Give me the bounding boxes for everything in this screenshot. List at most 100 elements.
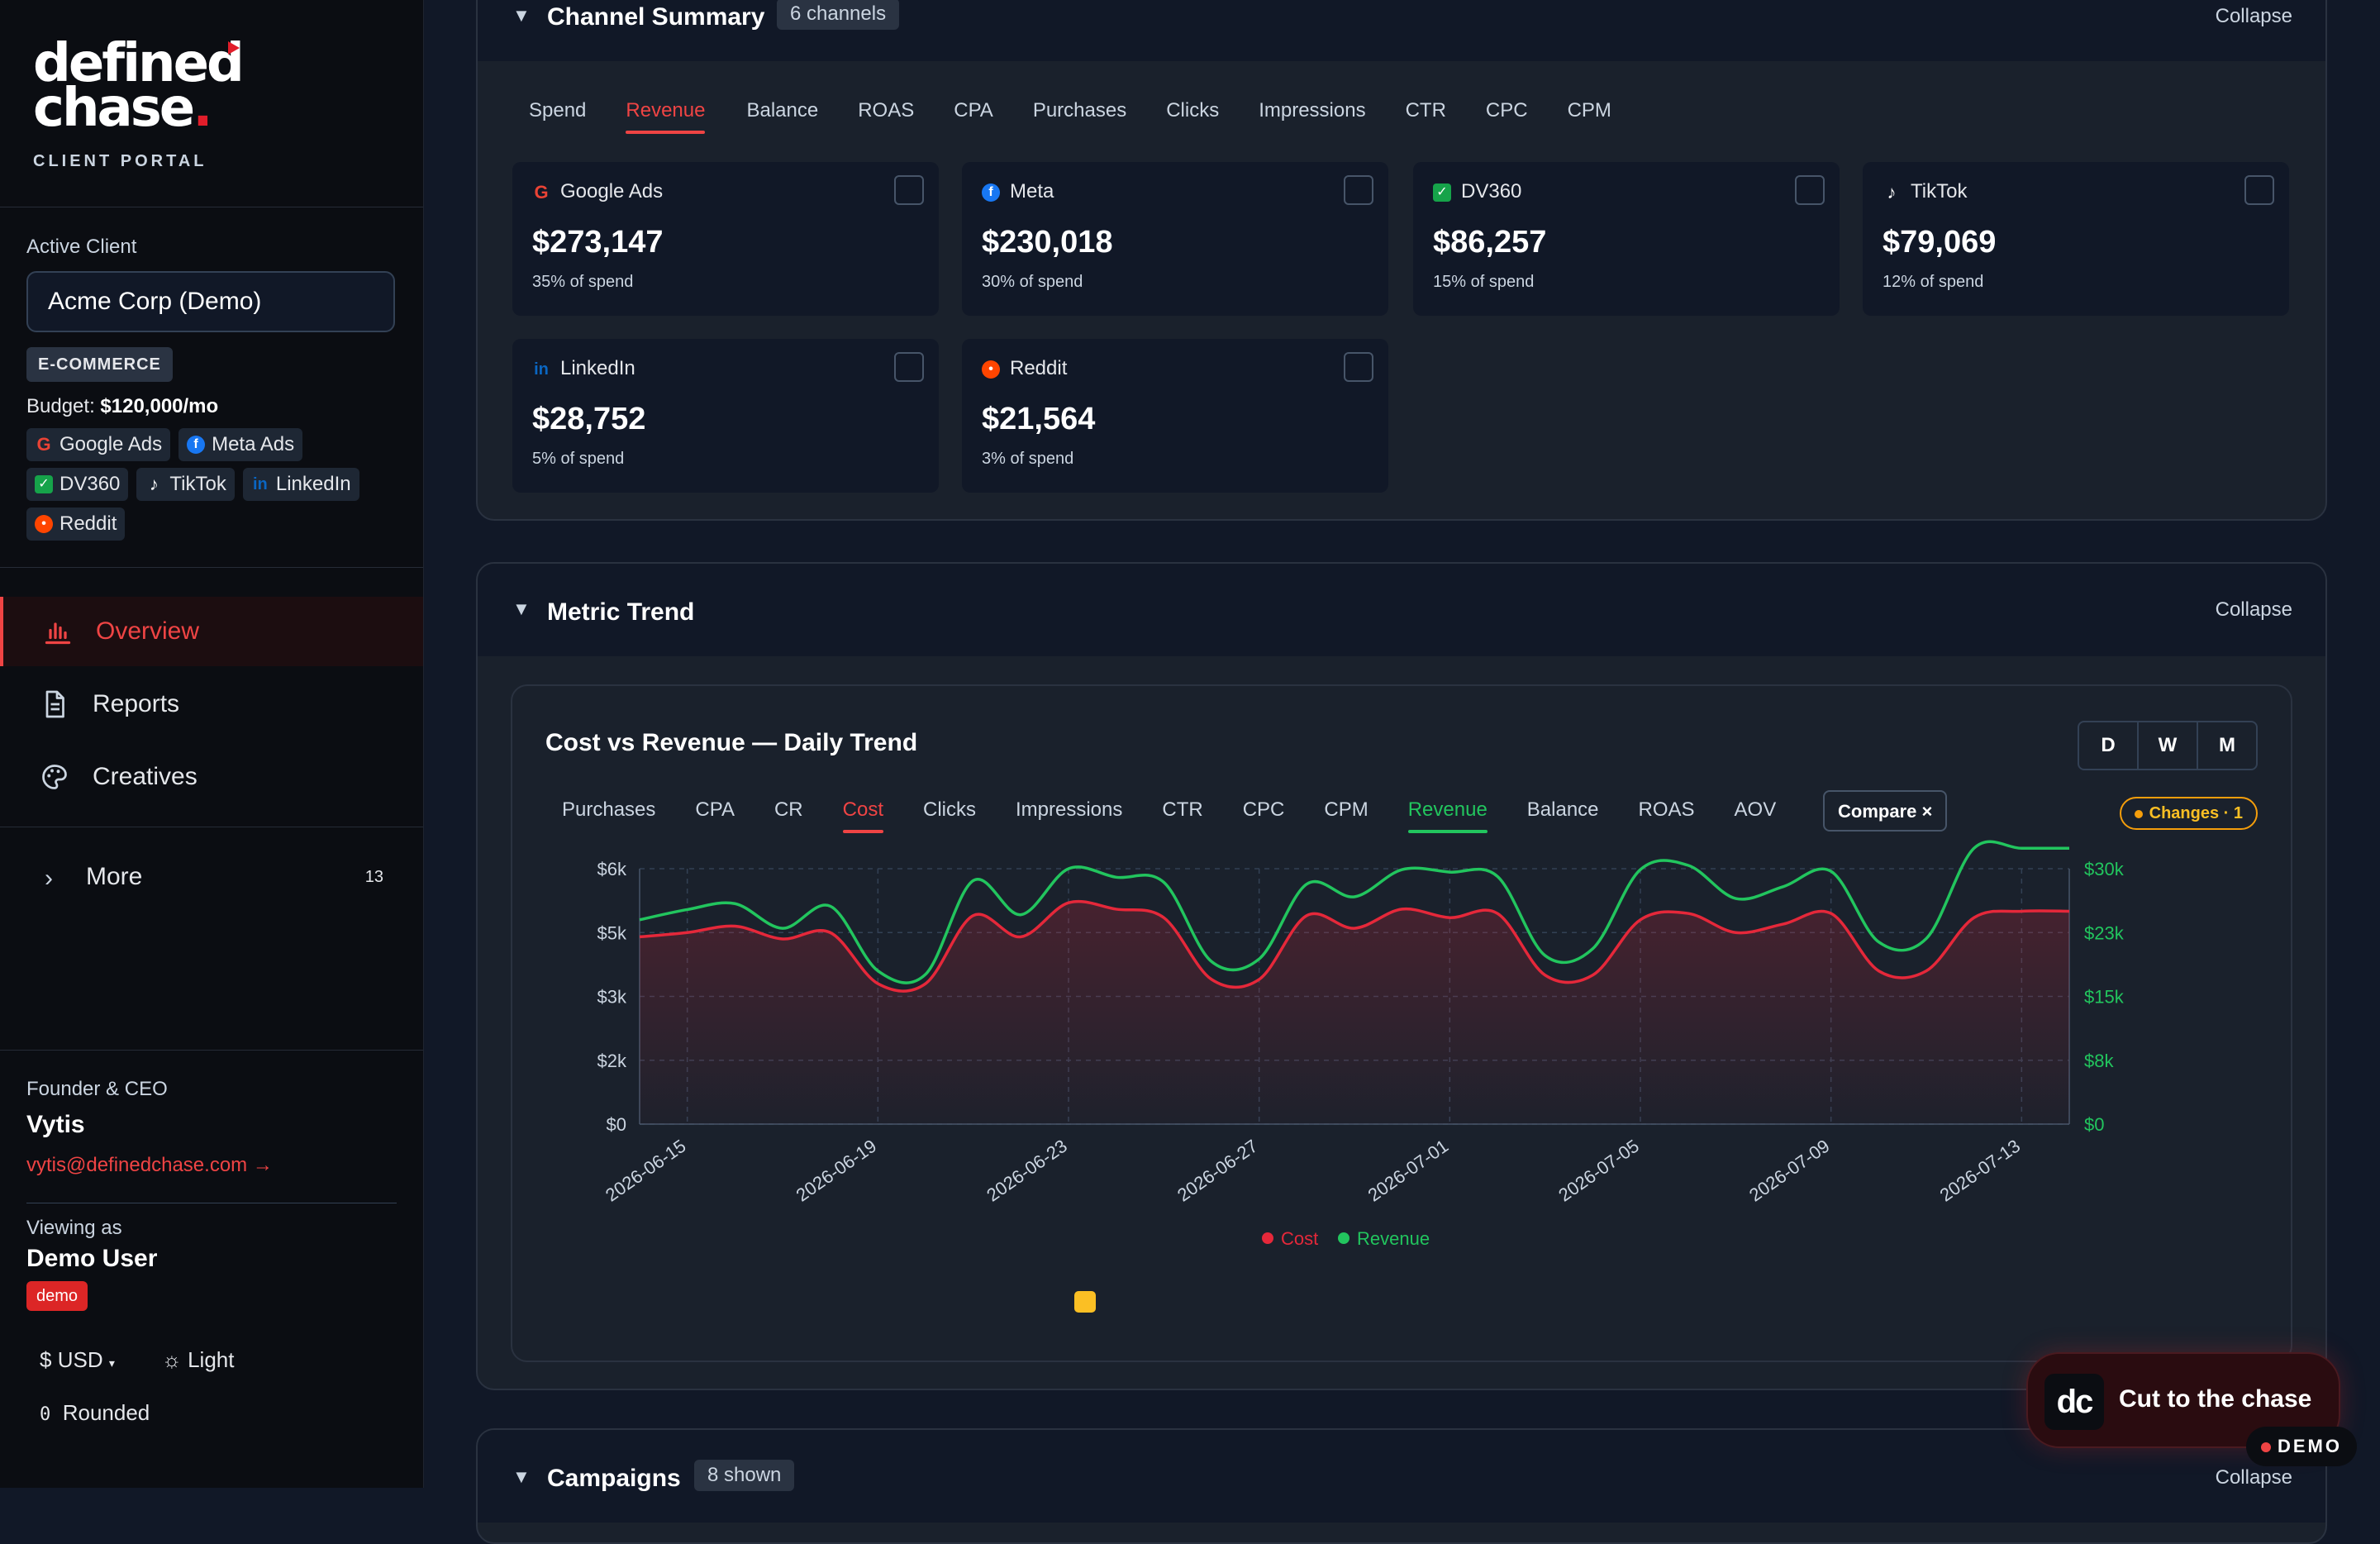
- channel-select-checkbox[interactable]: [1344, 175, 1373, 205]
- granularity-day-button[interactable]: D: [2079, 722, 2139, 769]
- y-left-tick: $5k: [597, 922, 627, 943]
- trend-tab-cpm[interactable]: CPM: [1324, 798, 1368, 821]
- trend-tab-revenue[interactable]: Revenue: [1407, 798, 1488, 833]
- channel-card[interactable]: • Reddit $21,564 3% of spend: [962, 339, 1388, 493]
- compare-button[interactable]: Compare ×: [1823, 790, 1948, 832]
- sidebar: defined chase. CLIENT PORTAL Active Clien…: [0, 0, 424, 1488]
- nav-item-reports[interactable]: Reports: [0, 670, 423, 739]
- trend-tab-purchases[interactable]: Purchases: [562, 798, 656, 821]
- trend-metric-tabs: Purchases CPA CR Cost Clicks Impressions CTR CP…: [562, 798, 1777, 833]
- tab-cpc[interactable]: CPC: [1485, 99, 1528, 122]
- caret-down-icon: ▼: [512, 5, 531, 26]
- change-annotation-marker[interactable]: [1074, 1291, 1096, 1313]
- reddit-icon: •: [35, 515, 53, 533]
- meta-icon: f: [982, 183, 1000, 202]
- channel-chip-meta-ads: f Meta Ads: [178, 428, 303, 461]
- brand-logo[interactable]: defined chase.: [33, 37, 248, 135]
- channel-value: $230,018: [982, 225, 1113, 260]
- nav-item-overview[interactable]: Overview: [0, 597, 423, 666]
- section-title: Metric Trend: [547, 598, 695, 626]
- chip-label: Reddit: [60, 512, 117, 535]
- channel-share: 30% of spend: [982, 273, 1083, 291]
- trend-tab-roas[interactable]: ROAS: [1638, 798, 1695, 821]
- trend-tab-aov[interactable]: AOV: [1734, 798, 1777, 821]
- y-right-tick: $8k: [2084, 1051, 2114, 1071]
- channel-share: 5% of spend: [532, 450, 625, 468]
- user-email-link[interactable]: vytis@definedchase.com →: [26, 1154, 273, 1176]
- x-tick-label: 2026-06-15: [602, 1136, 690, 1206]
- reddit-icon: •: [982, 360, 1000, 379]
- x-tick-label: 2026-07-09: [1745, 1136, 1834, 1206]
- rounding-toggle[interactable]: 0 Rounded: [40, 1400, 150, 1426]
- trend-tab-cpc[interactable]: CPC: [1242, 798, 1285, 821]
- nav-item-creatives[interactable]: Creatives: [0, 742, 423, 812]
- channel-select-checkbox[interactable]: [2244, 175, 2274, 205]
- dollar-icon: $: [40, 1347, 52, 1372]
- channel-summary-header[interactable]: ▼ Channel Summary 6 channels Collapse: [478, 0, 2325, 61]
- channel-card[interactable]: ♪ TikTok $79,069 12% of spend: [1863, 162, 2289, 316]
- trend-tab-cr[interactable]: CR: [774, 798, 803, 821]
- budget-label: Budget:: [26, 395, 95, 417]
- fab-label: Cut to the chase: [2119, 1385, 2312, 1413]
- caret-down-icon: ▼: [512, 598, 531, 619]
- logo-line2: chase: [33, 78, 195, 139]
- channel-share: 35% of spend: [532, 273, 634, 291]
- tab-ctr[interactable]: CTR: [1405, 99, 1446, 122]
- channel-chips-row-1: G Google Ads f Meta Ads: [26, 428, 303, 461]
- trend-tab-balance[interactable]: Balance: [1526, 798, 1599, 821]
- client-select[interactable]: Acme Corp (Demo): [26, 271, 395, 332]
- collapse-button[interactable]: Collapse: [2215, 1466, 2292, 1489]
- tab-roas[interactable]: ROAS: [858, 99, 915, 122]
- channel-card[interactable]: f Meta $230,018 30% of spend: [962, 162, 1388, 316]
- tab-impressions[interactable]: Impressions: [1259, 99, 1366, 122]
- tab-cpm[interactable]: CPM: [1567, 99, 1611, 122]
- collapse-button[interactable]: Collapse: [2215, 5, 2292, 27]
- tab-spend[interactable]: Spend: [529, 99, 587, 122]
- nav-item-more[interactable]: › More 13: [0, 843, 423, 913]
- metric-trend-header[interactable]: ▼ Metric Trend Collapse: [478, 564, 2325, 656]
- granularity-toggle: D W M: [2078, 721, 2258, 770]
- tab-purchases[interactable]: Purchases: [1032, 99, 1127, 122]
- bar-chart-icon: [45, 622, 71, 645]
- currency-select[interactable]: $ USD ▾: [40, 1347, 115, 1373]
- changes-badge[interactable]: Changes · 1: [2119, 797, 2258, 830]
- document-icon: [45, 690, 64, 718]
- chip-label: Meta Ads: [212, 433, 295, 455]
- more-count-badge: 13: [364, 868, 383, 886]
- revenue-series-line: [639, 840, 2069, 984]
- channel-card[interactable]: G Google Ads $273,147 35% of spend: [512, 162, 939, 316]
- y-right-tick: $30k: [2084, 859, 2125, 879]
- trend-tab-cost[interactable]: Cost: [842, 798, 884, 833]
- trend-tab-cpa[interactable]: CPA: [695, 798, 735, 821]
- tab-cpa[interactable]: CPA: [954, 99, 993, 122]
- trend-tab-clicks[interactable]: Clicks: [923, 798, 976, 821]
- tab-balance[interactable]: Balance: [746, 99, 819, 122]
- rounding-icon: 0: [40, 1404, 51, 1425]
- legend-cost-swatch: [1262, 1232, 1273, 1244]
- channel-card[interactable]: ✓ DV360 $86,257 15% of spend: [1413, 162, 1840, 316]
- collapse-button[interactable]: Collapse: [2215, 598, 2292, 621]
- channel-card[interactable]: in LinkedIn $28,752 5% of spend: [512, 339, 939, 493]
- y-left-tick: $2k: [597, 1051, 627, 1071]
- y-left-tick: $6k: [597, 859, 627, 879]
- granularity-week-button[interactable]: W: [2139, 722, 2198, 769]
- more-label: More: [86, 863, 143, 890]
- channel-select-checkbox[interactable]: [894, 352, 924, 382]
- google-icon: G: [36, 434, 51, 455]
- trend-tab-ctr[interactable]: CTR: [1162, 798, 1203, 821]
- theme-toggle[interactable]: ☼ Light: [162, 1347, 234, 1373]
- channel-select-checkbox[interactable]: [1795, 175, 1825, 205]
- vertical-badge: E-COMMERCE: [26, 347, 173, 382]
- tab-revenue[interactable]: Revenue: [626, 99, 706, 134]
- chip-label: TikTok: [169, 473, 226, 495]
- y-left-tick: $3k: [597, 987, 627, 1008]
- x-tick-label: 2026-07-05: [1554, 1136, 1643, 1206]
- channel-chips-row-2: ✓ DV360 ♪ TikTok in LinkedIn: [26, 468, 359, 501]
- channel-select-checkbox[interactable]: [1344, 352, 1373, 382]
- nav-label: Overview: [96, 617, 200, 645]
- tab-clicks[interactable]: Clicks: [1166, 99, 1220, 122]
- x-tick-label: 2026-06-19: [793, 1136, 881, 1206]
- trend-tab-impressions[interactable]: Impressions: [1016, 798, 1123, 821]
- channel-select-checkbox[interactable]: [894, 175, 924, 205]
- granularity-month-button[interactable]: M: [2219, 734, 2235, 756]
